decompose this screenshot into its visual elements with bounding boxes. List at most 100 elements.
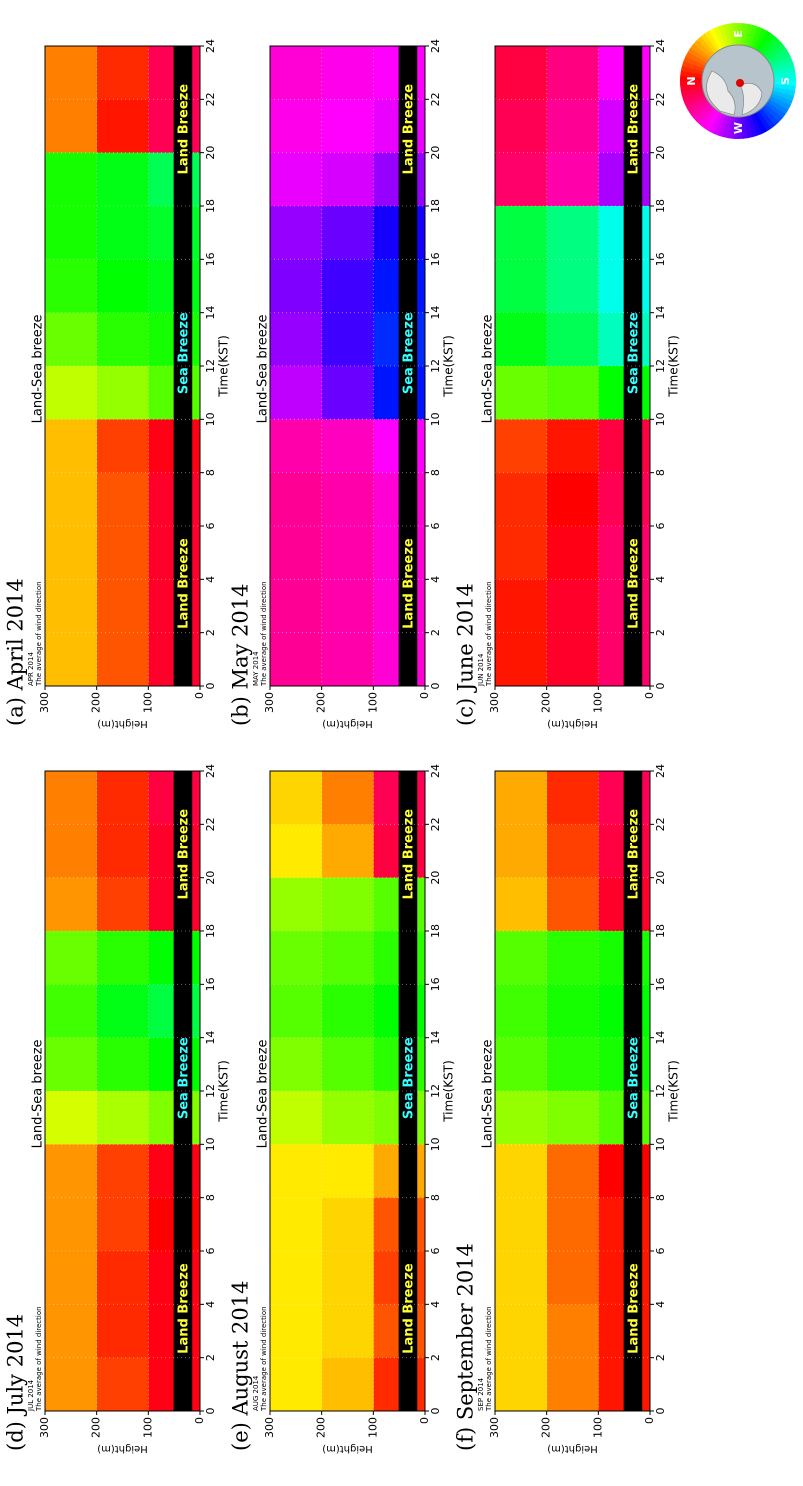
heatmap-cell bbox=[96, 578, 149, 633]
breeze-label: Land Breeze bbox=[626, 538, 641, 629]
compass-segment bbox=[713, 26, 726, 49]
heatmap-cell bbox=[495, 1303, 547, 1358]
heatmap-cell bbox=[321, 770, 374, 825]
heatmap-cell bbox=[270, 983, 322, 1038]
panel-subtitle: The average of wind direction bbox=[485, 1306, 493, 1412]
compass-segment bbox=[681, 60, 705, 72]
y-tick-label: 300 bbox=[488, 692, 501, 713]
y-tick-label: 200 bbox=[315, 692, 328, 713]
x-tick-label: 6 bbox=[429, 523, 442, 530]
compass-segment bbox=[737, 116, 744, 140]
heatmap-cell bbox=[96, 1357, 149, 1411]
x-tick-label: 2 bbox=[654, 629, 667, 636]
heatmap-cell bbox=[270, 1250, 322, 1305]
heatmap-cell bbox=[270, 823, 322, 878]
x-tick-label: 20 bbox=[654, 871, 667, 885]
heatmap-cell bbox=[321, 632, 374, 686]
heatmap-cell bbox=[546, 98, 599, 153]
x-tick-label: 20 bbox=[654, 146, 667, 160]
x-tick-label: 2 bbox=[204, 629, 217, 636]
compass-segment bbox=[687, 98, 709, 115]
x-tick-label: 16 bbox=[654, 252, 667, 266]
breeze-band bbox=[623, 46, 643, 686]
heatmap-cell bbox=[546, 632, 599, 686]
y-tick-label: 300 bbox=[263, 1417, 276, 1438]
x-tick-label: 16 bbox=[429, 977, 442, 991]
heatmap-cell bbox=[321, 1250, 374, 1305]
heatmap-cell bbox=[270, 525, 322, 580]
y-axis-label: Height(m) bbox=[97, 1443, 148, 1454]
heatmap-cell bbox=[270, 472, 322, 526]
y-tick-label: 100 bbox=[591, 692, 604, 713]
compass-segment bbox=[740, 116, 749, 139]
compass-segment bbox=[771, 90, 795, 102]
heatmap-cell bbox=[495, 983, 547, 1038]
x-tick-label: 24 bbox=[654, 764, 667, 778]
panel-header: JUN 2014 bbox=[477, 653, 485, 687]
y-tick-label: 100 bbox=[366, 692, 379, 713]
x-tick-label: 22 bbox=[429, 92, 442, 106]
panel: (d) July 2014 JUL 2014 The average of wind… bbox=[4, 764, 231, 1454]
panel-title: (f) September 2014 bbox=[454, 1243, 478, 1451]
heatmap-cell bbox=[270, 770, 322, 825]
compass-segment bbox=[772, 87, 796, 97]
compass-segment bbox=[687, 47, 709, 63]
compass-segment bbox=[693, 39, 713, 58]
breeze-band bbox=[398, 46, 418, 686]
compass-segment bbox=[765, 43, 786, 61]
heatmap-cell bbox=[96, 418, 149, 473]
heatmap-cell bbox=[321, 1303, 374, 1358]
y-tick-label: 300 bbox=[488, 1417, 501, 1438]
heatmap-cell bbox=[495, 1143, 547, 1198]
breeze-label: Land Breeze bbox=[176, 809, 191, 900]
x-tick-label: 0 bbox=[429, 1408, 442, 1415]
compass-label: S bbox=[779, 77, 792, 85]
heatmap-cell bbox=[96, 258, 149, 313]
y-tick-label: 200 bbox=[315, 1417, 328, 1438]
x-tick-label: 20 bbox=[429, 146, 442, 160]
heatmap-cell bbox=[270, 45, 322, 100]
x-tick-label: 22 bbox=[429, 817, 442, 831]
x-tick-label: 2 bbox=[429, 629, 442, 636]
compass-segment bbox=[696, 36, 716, 56]
heatmap-cell bbox=[495, 1090, 547, 1145]
compass-segment bbox=[680, 86, 704, 97]
compass-segment bbox=[750, 113, 763, 136]
heatmap-cell bbox=[495, 1250, 547, 1305]
panel-header: AUG 2014 bbox=[252, 1375, 260, 1411]
compass-segment bbox=[685, 95, 707, 110]
compass-segment bbox=[769, 96, 791, 111]
compass-segment bbox=[763, 39, 783, 59]
compass-segment bbox=[747, 114, 758, 138]
y-tick-label: 300 bbox=[38, 692, 51, 713]
x-tick-label: 12 bbox=[429, 359, 442, 373]
heatmap-cell bbox=[321, 258, 374, 313]
panel-header: SEP 2014 bbox=[477, 1377, 485, 1411]
y-tick-label: 100 bbox=[141, 692, 154, 713]
panel: (a) April 2014 APR 2014 The average of win… bbox=[4, 39, 231, 729]
heatmap-cell bbox=[45, 1357, 97, 1411]
y-tick-label: 300 bbox=[38, 1417, 51, 1438]
heatmap-cell bbox=[321, 930, 374, 985]
compass-segment bbox=[765, 101, 786, 119]
x-tick-label: 18 bbox=[429, 924, 442, 938]
x-tick-label: 0 bbox=[429, 683, 442, 690]
panel-title: (b) May 2014 bbox=[229, 583, 253, 726]
y-tick-label: 300 bbox=[263, 692, 276, 713]
compass-segment bbox=[722, 115, 732, 139]
x-tick-label: 24 bbox=[204, 764, 217, 778]
compass-label: N bbox=[685, 76, 698, 85]
compass-segment bbox=[690, 101, 711, 119]
heatmap-cell bbox=[96, 1143, 149, 1198]
compass-segment bbox=[708, 112, 723, 134]
heatmap-cell bbox=[495, 525, 547, 580]
breeze-label: Land Breeze bbox=[401, 1263, 416, 1354]
y-axis-label: Height(m) bbox=[547, 718, 598, 729]
heatmap-cell bbox=[45, 877, 97, 931]
x-axis-label: Time(KST) bbox=[217, 1060, 231, 1123]
heatmap-cell bbox=[45, 1090, 97, 1145]
heatmap-cell bbox=[96, 983, 149, 1038]
heatmap-cell bbox=[45, 1303, 97, 1358]
compass-label: W bbox=[732, 122, 745, 134]
compass-segment bbox=[756, 30, 772, 52]
